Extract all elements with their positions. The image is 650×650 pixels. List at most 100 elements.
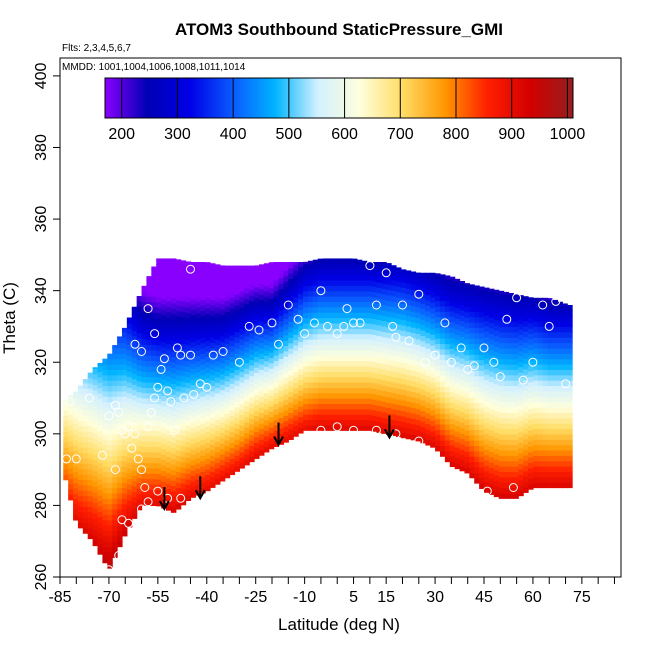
heat-cell (474, 295, 480, 302)
heat-cell (562, 369, 568, 376)
heat-cell (214, 408, 221, 415)
heat-cell (488, 381, 495, 388)
heat-cell (170, 372, 177, 379)
heat-cell (449, 450, 456, 457)
heat-cell (381, 374, 387, 381)
heat-cell (87, 517, 94, 524)
heat-cell (156, 291, 162, 297)
heat-cell (439, 338, 446, 345)
heat-cell (205, 313, 211, 320)
heat-cell (131, 502, 138, 509)
heat-cell (180, 316, 187, 323)
heat-cell (322, 344, 329, 351)
heat-cell (371, 270, 377, 277)
heat-cell (415, 301, 422, 308)
heat-cell (322, 258, 329, 265)
heat-cell (542, 297, 549, 301)
heat-cell (312, 398, 319, 404)
heat-cell (484, 406, 490, 413)
heat-cell (200, 262, 206, 268)
heat-cell (552, 369, 558, 376)
heat-cell (258, 428, 265, 435)
heat-cell (425, 289, 431, 296)
heat-cell (136, 343, 143, 350)
heat-cell (102, 471, 108, 478)
heat-cell (156, 376, 162, 383)
heat-cell (537, 297, 544, 301)
heat-cell (97, 473, 103, 480)
heat-cell (210, 310, 216, 317)
heat-cell (317, 296, 324, 302)
heat-cell (508, 482, 514, 489)
heat-cell (484, 443, 490, 450)
heat-cell (239, 462, 245, 469)
heat-cell (454, 278, 461, 282)
heat-cell (317, 285, 324, 292)
heat-cell (141, 419, 148, 426)
heat-cell (97, 446, 103, 453)
heat-cell (268, 443, 275, 450)
heat-cell (542, 482, 549, 489)
heat-cell (425, 434, 431, 441)
heat-cell (234, 374, 240, 381)
heat-cell (307, 328, 314, 335)
heat-cell (156, 473, 162, 480)
heat-cell (508, 439, 514, 446)
heat-cell (454, 430, 461, 437)
heat-cell (381, 293, 387, 300)
heat-cell (200, 380, 206, 387)
heat-cell (73, 417, 79, 424)
heat-cell (288, 353, 294, 360)
heat-cell (405, 336, 412, 343)
heat-cell (405, 347, 412, 354)
heat-cell (205, 372, 211, 379)
heat-cell (175, 401, 182, 408)
heat-cell (542, 353, 549, 360)
heat-cell (557, 439, 563, 446)
y-tick-label: 320 (33, 349, 50, 376)
heat-cell (317, 322, 324, 329)
heat-cell (273, 263, 280, 270)
heat-cell (356, 419, 363, 426)
heat-cell (307, 414, 314, 421)
heat-cell (337, 419, 343, 426)
heat-cell (73, 471, 79, 478)
heat-cell (552, 433, 558, 440)
heat-cell (547, 423, 554, 430)
heat-cell (234, 455, 240, 462)
heat-cell (435, 295, 441, 302)
heat-cell (371, 286, 377, 293)
heat-cell (234, 310, 240, 317)
heat-cell (219, 319, 226, 326)
heat-cell (547, 449, 554, 456)
heat-cell (395, 329, 402, 336)
heat-cell (542, 390, 549, 397)
heat-cell (547, 298, 554, 301)
heat-cell (68, 440, 74, 447)
observation-point (404, 336, 414, 346)
heat-cell (307, 333, 314, 340)
heat-cell (117, 476, 123, 483)
heat-cell (254, 350, 260, 357)
heat-cell (552, 476, 558, 483)
heat-cell (77, 495, 84, 502)
heat-cell (371, 291, 377, 298)
heat-cell (136, 434, 143, 441)
heat-cell (366, 263, 373, 270)
heat-cell (395, 280, 402, 287)
observation-point (133, 454, 143, 464)
heat-cell (92, 475, 99, 482)
heat-cell (200, 374, 206, 381)
heat-cell (386, 348, 392, 355)
heat-cell (381, 379, 387, 386)
heat-cell (395, 409, 402, 416)
heat-cell (449, 276, 456, 280)
heat-cell (518, 388, 524, 395)
heat-cell (415, 354, 422, 361)
heat-cell (332, 301, 338, 308)
heat-cell (166, 375, 172, 382)
heat-cell (293, 339, 299, 346)
heat-cell (63, 474, 69, 481)
heat-cell (332, 333, 338, 340)
heat-cell (567, 331, 573, 338)
